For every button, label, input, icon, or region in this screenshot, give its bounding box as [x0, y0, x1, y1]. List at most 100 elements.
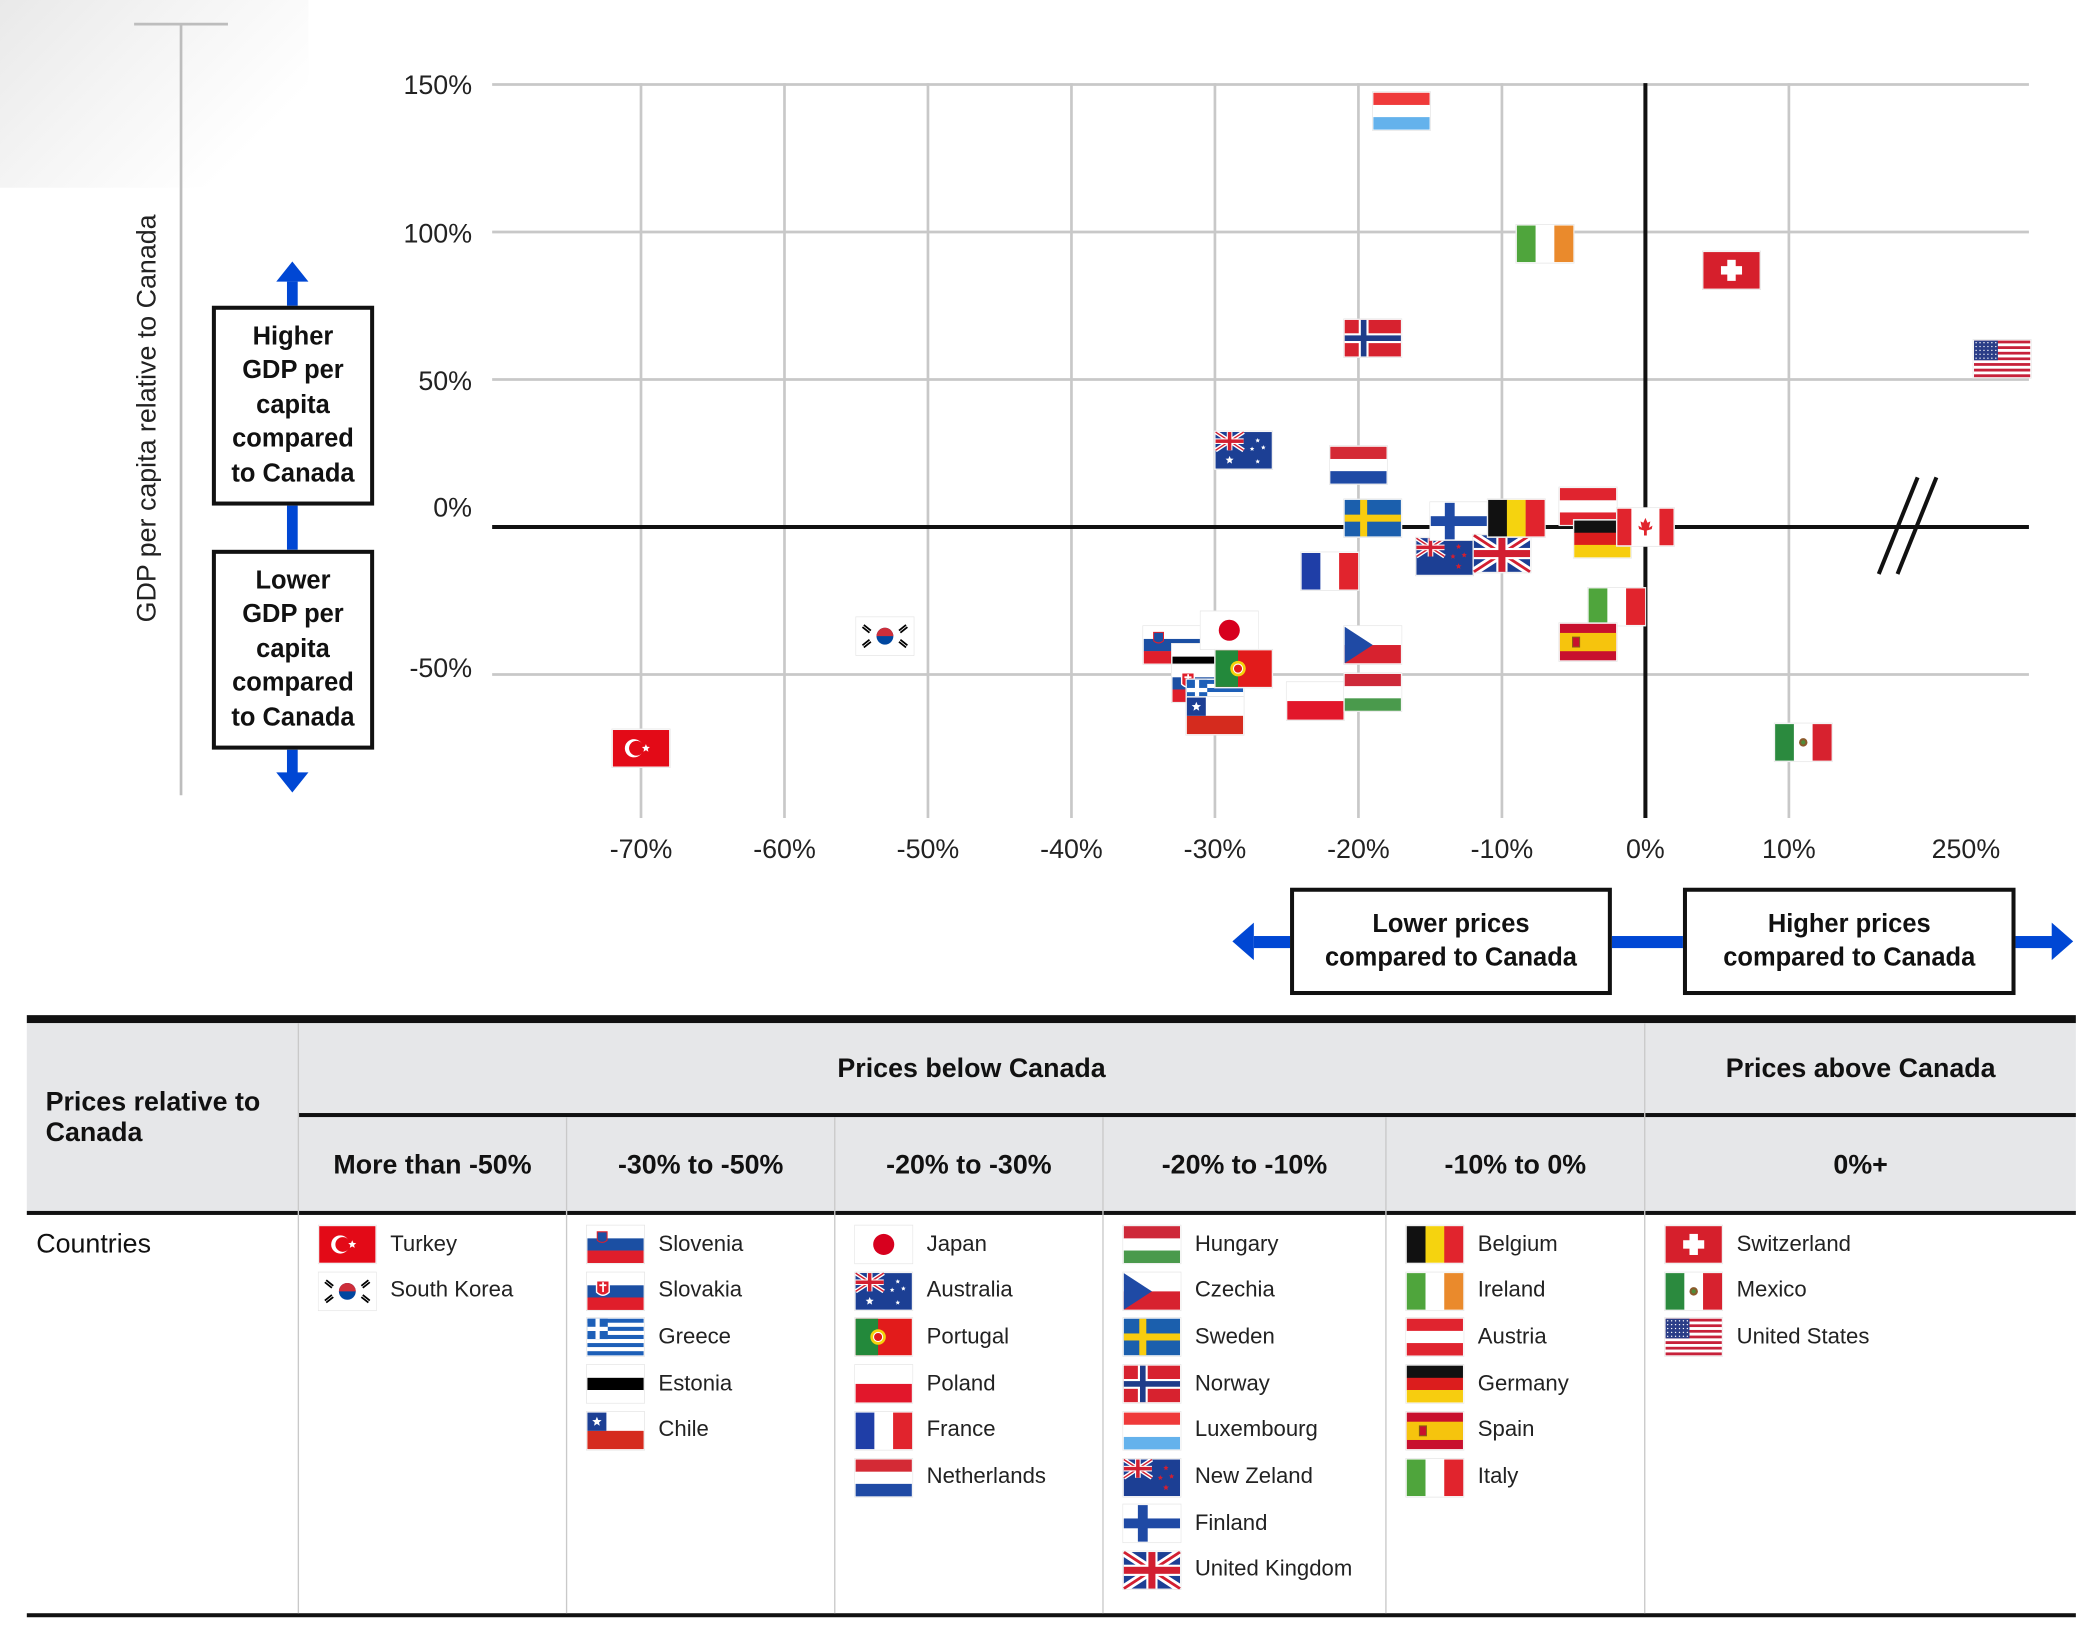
point-luxembourg-flag-icon: [1371, 91, 1431, 131]
list-item: Chile: [586, 1410, 709, 1451]
country-name: Switzerland: [1736, 1231, 1851, 1256]
slovenia-flag-icon: [586, 1224, 646, 1265]
point-belgium-flag-icon: [1486, 498, 1546, 538]
list-item: Hungary: [1122, 1224, 1278, 1265]
right-arrow-shaft: [2015, 936, 2054, 949]
higher-gdp-box: Higher GDP per capita compared to Canada: [211, 305, 375, 506]
country-name: France: [926, 1417, 996, 1442]
column-header: More than -50%: [333, 1150, 532, 1181]
list-item: Estonia: [586, 1364, 732, 1404]
column-header: -30% to -50%: [617, 1150, 784, 1181]
group-header-rule: [299, 1113, 2076, 1118]
point-chile-flag-icon: [1185, 696, 1245, 736]
country-name: Greece: [658, 1324, 731, 1349]
japan-flag-icon: [854, 1224, 914, 1265]
country-name: Australia: [926, 1278, 1013, 1303]
scatter-chart: -70% -60% -50% -40% -30% -20% -10% 0% 10% 250% 150…: [132, 22, 2074, 961]
list-item: Sweden: [1122, 1317, 1275, 1358]
country-name: Sweden: [1194, 1324, 1275, 1349]
country-name: Turkey: [390, 1231, 458, 1256]
header-bottom-rule: [26, 1210, 2076, 1215]
center-arrow-shaft: [286, 505, 298, 550]
south-korea-flag-icon: [317, 1271, 377, 1311]
lower-prices-line: compared to Canada: [1324, 944, 1577, 973]
y-tick-label: 100%: [403, 219, 472, 249]
country-name: Finland: [1194, 1510, 1268, 1536]
point-netherlands-flag-icon: [1328, 445, 1388, 485]
group-header-below: Prices below Canada: [837, 1054, 1106, 1084]
point-portugal-flag-icon: [1214, 648, 1274, 689]
point-spain-flag-icon: [1558, 622, 1618, 662]
list-item: Austria: [1405, 1317, 1547, 1358]
list-item: Japan: [854, 1224, 987, 1265]
list-item: United States: [1664, 1317, 1869, 1358]
point-south-korea-flag-icon: [855, 616, 915, 656]
up-arrow-head: [276, 261, 309, 282]
point-australia-flag-icon: [1214, 430, 1274, 470]
spain-flag-icon: [1405, 1410, 1465, 1451]
germany-flag-icon: [1405, 1364, 1465, 1404]
greece-flag-icon: [586, 1317, 646, 1358]
lower-gdp-line: compared: [232, 669, 354, 698]
point-hungary-flag-icon: [1343, 672, 1403, 712]
point-poland-flag-icon: [1285, 681, 1345, 721]
higher-prices-box: Higher prices compared to Canada: [1682, 887, 2016, 996]
list-item: Australia: [854, 1270, 1013, 1311]
point-finland-flag-icon: [1429, 501, 1489, 541]
column-header: -10% to 0%: [1444, 1150, 1587, 1181]
list-item: Luxembourg: [1122, 1410, 1318, 1451]
row-header-label: Prices relative to Canada: [45, 1087, 261, 1148]
tick-labels: -70% -60% -50% -40% -30% -20% -10% 0% 10% 250% 150…: [403, 70, 2000, 864]
france-flag-icon: [854, 1410, 914, 1451]
chile-flag-icon: [586, 1410, 646, 1451]
country-name: Ireland: [1477, 1278, 1546, 1303]
mexico-flag-icon: [1664, 1271, 1724, 1311]
x-tick-label: -20%: [1327, 834, 1390, 864]
lower-prices-box: Lower prices compared to Canada: [1290, 887, 1612, 996]
y-tick-label: 50%: [418, 366, 472, 396]
country-name: Portugal: [926, 1324, 1010, 1349]
point-italy-flag-icon: [1587, 587, 1647, 627]
column-divider: [565, 1117, 568, 1614]
down-arrow-head: [276, 772, 309, 793]
price-table: Prices relative to Canada Countries Pric…: [26, 1015, 2076, 1618]
list-item: Norway: [1122, 1364, 1270, 1404]
column-header: -20% to -10%: [1161, 1150, 1328, 1181]
x-tick-label: -30%: [1184, 834, 1247, 864]
point-mexico-flag-icon: [1773, 722, 1833, 763]
slovakia-flag-icon: [586, 1271, 646, 1311]
new-zealand-flag-icon: [1122, 1457, 1182, 1497]
country-name: Norway: [1194, 1371, 1270, 1396]
data-points: [611, 91, 2032, 768]
list-item: Finland: [1122, 1503, 1268, 1544]
country-name: Luxembourg: [1194, 1417, 1318, 1442]
country-name: Estonia: [658, 1371, 733, 1396]
x-tick-label: -60%: [753, 834, 816, 864]
y-tick-label: -50%: [409, 653, 472, 683]
countries-row-label: Countries: [36, 1229, 152, 1260]
country-name: Germany: [1477, 1371, 1569, 1396]
point-united-states-flag-icon: [1972, 339, 2032, 379]
finland-flag-icon: [1122, 1503, 1182, 1544]
country-name: Slovakia: [658, 1278, 743, 1303]
list-item: Italy: [1405, 1457, 1518, 1497]
united-kingdom-flag-icon: [1122, 1550, 1182, 1591]
country-name: Spain: [1477, 1417, 1535, 1442]
corner-shade: [0, 0, 309, 188]
list-item: Mexico: [1664, 1271, 1807, 1311]
higher-gdp-line: capita: [256, 391, 330, 420]
country-name: Italy: [1477, 1464, 1519, 1489]
higher-prices-line: compared to Canada: [1723, 944, 1976, 973]
poland-flag-icon: [854, 1364, 914, 1404]
country-name: Czechia: [1194, 1278, 1275, 1303]
list-item: Ireland: [1405, 1271, 1545, 1311]
list-item: Turkey: [317, 1224, 458, 1265]
point-turkey-flag-icon: [611, 728, 671, 768]
axes: [492, 83, 2029, 819]
switzerland-flag-icon: [1664, 1224, 1724, 1265]
y-tick-label: 150%: [403, 70, 472, 100]
netherlands-flag-icon: [854, 1457, 914, 1497]
list-item: Switzerland: [1664, 1224, 1851, 1265]
united-states-flag-icon: [1664, 1317, 1724, 1358]
